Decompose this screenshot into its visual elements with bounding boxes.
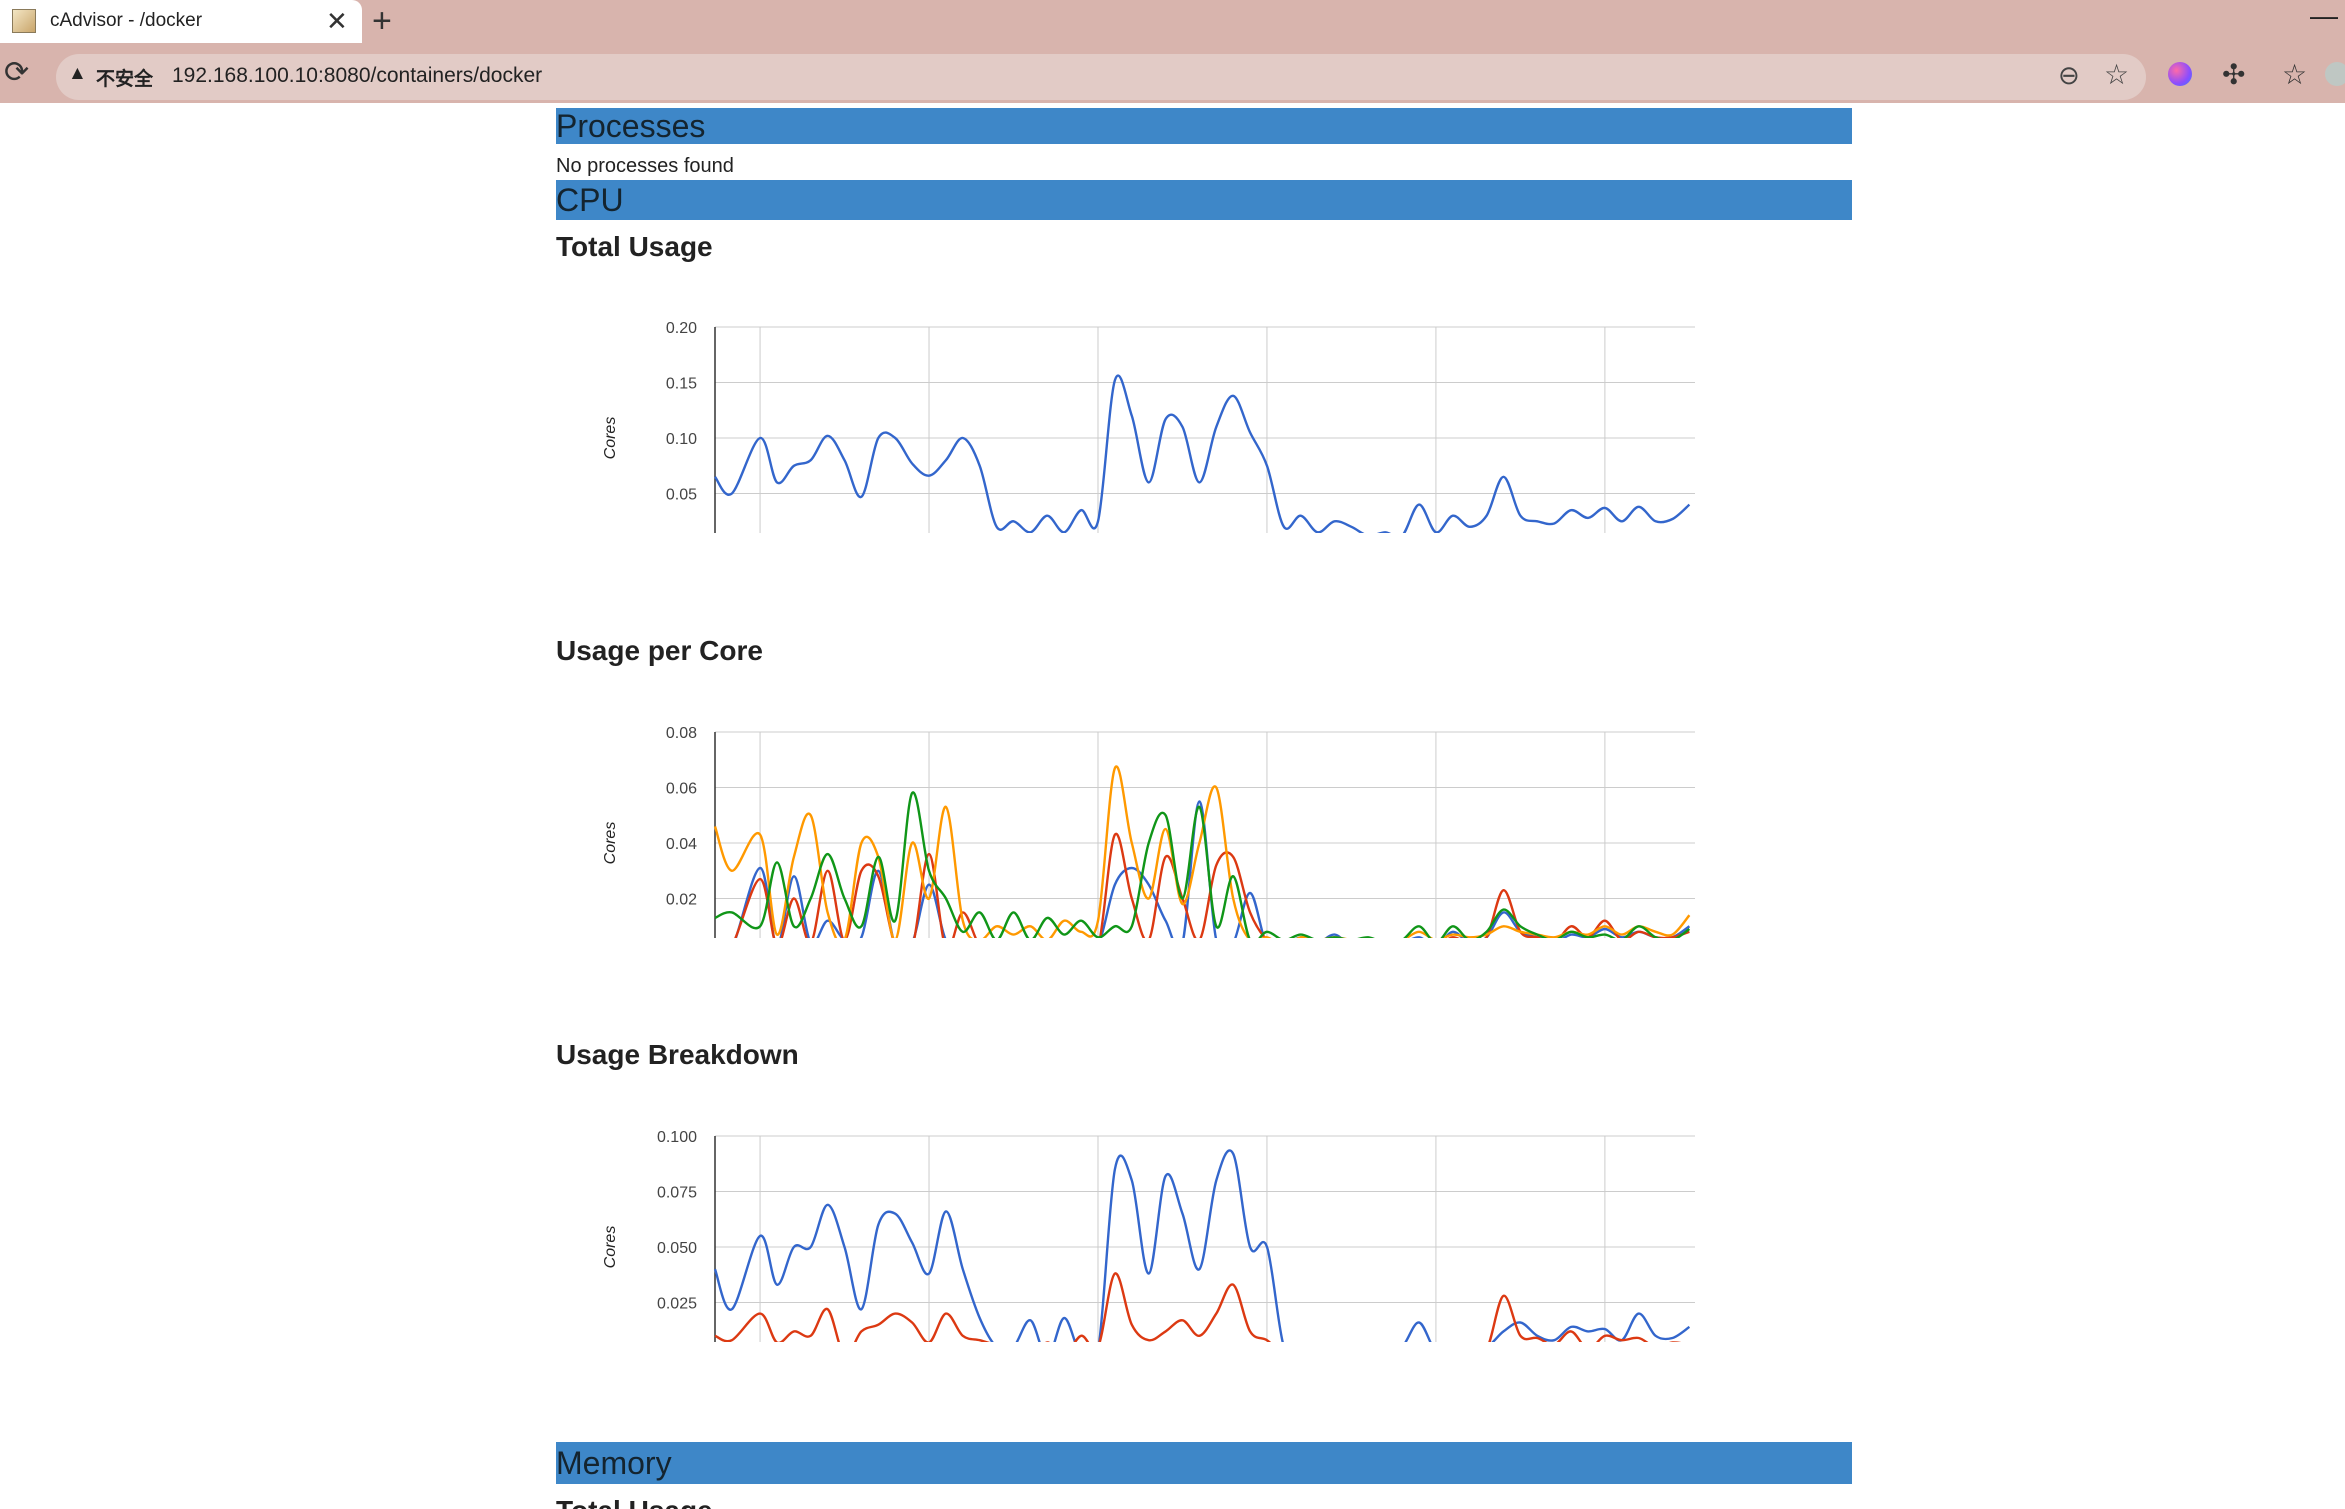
series-line-user	[713, 1149, 1691, 1342]
y-tick-label: 0.15	[666, 376, 697, 393]
series-line-core-3	[714, 791, 1691, 938]
page-viewport: Processes No processes found CPU Total U…	[0, 103, 2345, 1509]
y-tick-label: 0.100	[657, 1129, 697, 1146]
tab-title: cAdvisor - /docker	[50, 10, 203, 31]
reload-icon[interactable]: ⟳	[4, 56, 30, 89]
y-axis-label: Cores	[602, 822, 619, 865]
zoom-out-icon[interactable]: ⊖	[2058, 60, 2080, 90]
y-tick-label: 0.050	[657, 1240, 697, 1257]
y-tick-label: 0.10	[666, 431, 697, 448]
new-tab-icon[interactable]: +	[372, 2, 392, 40]
close-tab-icon[interactable]: ✕	[326, 6, 348, 36]
copilot-extension-icon[interactable]	[2168, 62, 2192, 86]
extensions-puzzle-icon[interactable]: ✣	[2222, 59, 2246, 90]
y-tick-label: 0.08	[666, 725, 697, 742]
series-line-core-1	[734, 832, 1690, 938]
y-axis-label: Cores	[602, 1226, 619, 1269]
total-usage-chart: 0.000.050.100.150.203:36:30 PM3:36:45 PM…	[602, 320, 1695, 533]
cpu-section-header: CPU	[556, 180, 1852, 220]
y-tick-label: 0.04	[666, 836, 697, 853]
y-tick-label: 0.20	[666, 320, 697, 337]
series-line-core-2	[713, 765, 1691, 938]
url-text[interactable]: 192.168.100.10:8080/containers/docker	[172, 64, 543, 87]
cadvisor-favicon-icon	[12, 9, 36, 33]
bookmark-star-icon[interactable]: ☆	[2104, 59, 2130, 90]
no-processes-text: No processes found	[556, 155, 734, 177]
browser-tab-strip: cAdvisor - /docker ✕ + —	[0, 0, 2345, 43]
insecure-label[interactable]: 不安全	[96, 69, 154, 90]
series-line-total	[714, 374, 1691, 533]
y-tick-label: 0.025	[657, 1296, 697, 1313]
usage-per-core-heading: Usage per Core	[556, 635, 763, 666]
warning-icon[interactable]: ▲	[68, 63, 87, 84]
y-tick-label: 0.06	[666, 781, 697, 798]
memory-section-header: Memory	[556, 1442, 1852, 1484]
y-tick-label: 0.05	[666, 487, 697, 504]
series-line-kernel	[714, 1272, 1682, 1342]
usage-per-core-chart: 0.000.020.040.060.083:36:30 PM3:36:45 PM…	[602, 725, 1695, 938]
usage-breakdown-heading: Usage Breakdown	[556, 1039, 799, 1070]
processes-section-header: Processes	[556, 108, 1852, 144]
memory-total-usage-heading: Total Usage	[556, 1495, 713, 1509]
favorites-icon[interactable]: ☆	[2282, 59, 2308, 90]
y-tick-label: 0.02	[666, 892, 697, 909]
y-tick-label: 0.075	[657, 1185, 697, 1202]
y-axis-label: Cores	[602, 417, 619, 460]
profile-avatar-icon[interactable]	[2325, 62, 2345, 86]
browser-tab[interactable]: cAdvisor - /docker ✕	[0, 0, 362, 43]
minimize-window-icon[interactable]: —	[2310, 0, 2338, 31]
total-usage-heading: Total Usage	[556, 231, 713, 262]
address-bar[interactable]	[56, 54, 2146, 100]
